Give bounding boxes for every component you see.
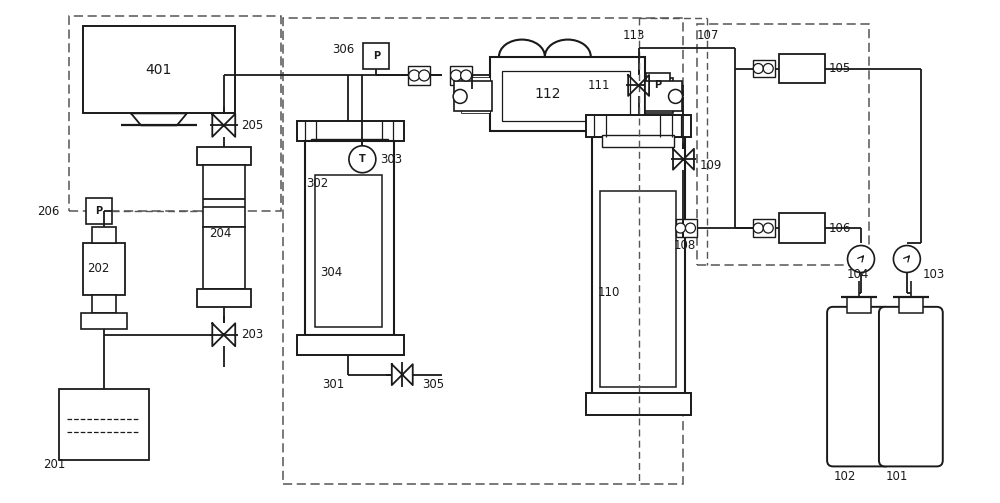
Text: 302: 302 — [307, 177, 329, 190]
Bar — [311, 139, 388, 151]
Bar — [197, 289, 251, 307]
Text: P: P — [96, 206, 103, 216]
Text: 206: 206 — [37, 205, 59, 218]
Circle shape — [763, 223, 773, 233]
Bar — [203, 227, 245, 289]
Bar — [454, 81, 492, 111]
Bar — [490, 56, 645, 131]
Text: 111: 111 — [587, 79, 610, 92]
Circle shape — [753, 63, 763, 73]
Text: 101: 101 — [886, 470, 908, 483]
Bar — [462, 78, 490, 113]
Text: 108: 108 — [674, 238, 696, 252]
Circle shape — [763, 63, 773, 73]
Circle shape — [676, 223, 685, 233]
Bar — [645, 78, 673, 113]
Circle shape — [461, 70, 472, 81]
Bar — [779, 53, 825, 83]
Bar — [454, 87, 464, 107]
Bar — [83, 26, 235, 113]
Bar — [899, 297, 923, 313]
Bar — [602, 135, 674, 147]
Text: 203: 203 — [241, 328, 263, 341]
Bar — [305, 141, 394, 335]
Text: P: P — [654, 80, 661, 91]
Bar — [450, 65, 472, 86]
Text: 303: 303 — [380, 153, 402, 166]
Bar — [502, 71, 630, 121]
Circle shape — [349, 146, 376, 173]
Bar — [646, 73, 670, 98]
Bar — [586, 393, 691, 414]
Text: 304: 304 — [320, 267, 343, 280]
Circle shape — [453, 90, 467, 104]
Text: 401: 401 — [146, 62, 172, 76]
Text: 105: 105 — [829, 62, 851, 75]
Bar — [92, 295, 116, 313]
Bar — [203, 165, 245, 227]
Bar — [586, 115, 691, 137]
Text: 305: 305 — [422, 378, 444, 391]
Bar — [779, 213, 825, 243]
Bar — [753, 59, 775, 77]
Text: 202: 202 — [87, 263, 110, 276]
Text: 306: 306 — [332, 43, 354, 56]
Bar — [645, 81, 682, 111]
Bar — [297, 335, 404, 355]
Text: T: T — [359, 154, 366, 164]
Circle shape — [685, 223, 695, 233]
Text: 107: 107 — [696, 29, 719, 42]
Bar — [197, 147, 251, 165]
Bar — [283, 18, 683, 484]
Text: 103: 103 — [923, 269, 945, 282]
Circle shape — [409, 70, 420, 81]
Bar — [673, 87, 682, 107]
Text: 106: 106 — [829, 221, 851, 234]
Bar — [59, 389, 149, 460]
Circle shape — [893, 245, 920, 273]
Bar — [847, 297, 871, 313]
Text: 205: 205 — [241, 119, 263, 132]
Bar — [92, 227, 116, 243]
Text: 201: 201 — [43, 458, 66, 471]
Bar — [297, 121, 404, 141]
Bar — [697, 24, 869, 265]
Text: 204: 204 — [209, 226, 231, 239]
Text: 112: 112 — [535, 88, 561, 102]
Text: 301: 301 — [322, 378, 345, 391]
Circle shape — [419, 70, 430, 81]
Bar — [86, 198, 112, 224]
Circle shape — [669, 90, 682, 104]
Bar — [676, 219, 697, 237]
Text: 110: 110 — [598, 286, 620, 299]
Bar — [83, 243, 125, 295]
Bar — [600, 191, 676, 387]
Bar — [69, 16, 281, 211]
Bar — [363, 43, 389, 68]
Bar — [462, 78, 490, 113]
Text: P: P — [373, 50, 380, 60]
Bar — [408, 65, 430, 86]
Bar — [592, 137, 685, 395]
Circle shape — [451, 70, 462, 81]
Text: 113: 113 — [622, 29, 645, 42]
Bar — [753, 219, 775, 237]
Circle shape — [753, 223, 763, 233]
Bar — [315, 175, 382, 327]
Text: 102: 102 — [834, 470, 856, 483]
Bar — [81, 313, 127, 329]
Text: 104: 104 — [847, 269, 869, 282]
FancyBboxPatch shape — [827, 307, 891, 466]
Circle shape — [848, 245, 874, 273]
Text: 109: 109 — [699, 159, 722, 172]
FancyBboxPatch shape — [879, 307, 943, 466]
